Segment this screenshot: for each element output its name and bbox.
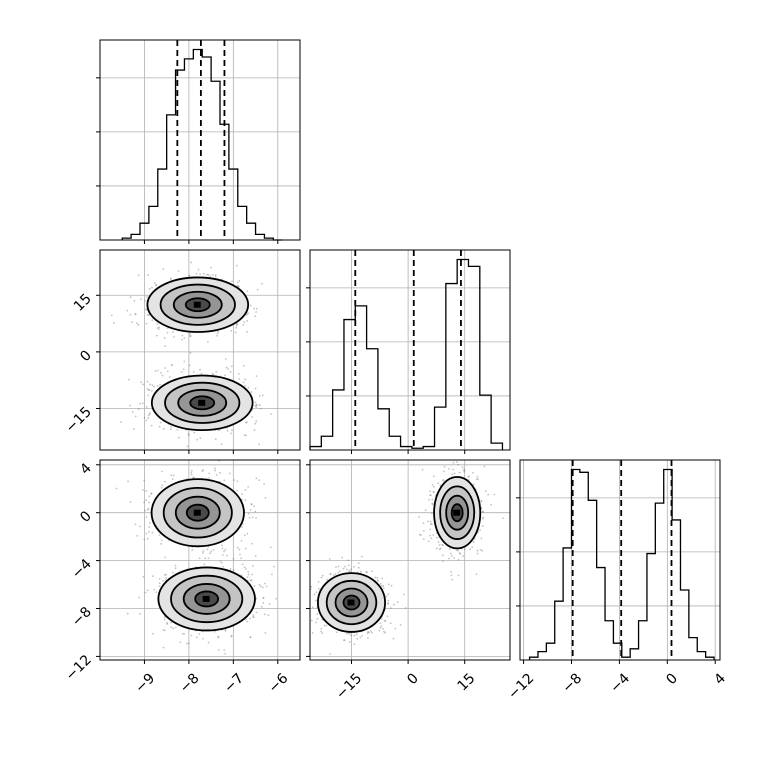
histogram-bin-0-1 [131,234,140,240]
mode-peak-0-1 [198,399,206,406]
y-tick-label-2-0: −12 [63,652,95,684]
mode-peak-2-1 [347,599,355,606]
histogram-bin-2-20 [697,652,705,660]
contour-1-0-2 [174,495,221,530]
contour-0-0-0 [146,276,250,333]
histogram-frame-0 [99,39,301,241]
contour-2-1-2 [334,587,369,618]
histogram-bin-1-1 [321,436,332,450]
histogram-frame-2 [519,459,721,661]
histogram-bin-0-5 [167,115,176,240]
x-tick-label-2-3: 0 [663,670,681,688]
y-tick-label-2-3: 0 [77,508,95,526]
histogram-bin-1-4 [355,306,366,450]
contour-1-1-2 [182,583,231,615]
contour-1-0-3 [185,503,210,522]
histogram-bin-0-15 [256,234,265,240]
histogram-bin-2-3 [555,601,563,660]
contour-1-0-1 [162,486,233,539]
histogram-bin-2-7 [588,500,596,660]
histogram-bin-1-6 [378,409,389,450]
histogram-bin-2-19 [689,638,697,660]
density-panel-0-2 [115,460,278,655]
contour-2-1-3 [342,594,361,611]
density-frame-0-1 [99,249,301,451]
contour-1-1-0 [157,566,256,632]
contour-0-1-3 [189,395,216,411]
histogram-bin-2-2 [546,643,554,660]
density-panel-0-1 [110,261,272,448]
x-tick-label-1-1: 0 [404,670,422,688]
y-tick-label-2-2: −4 [69,556,95,582]
histogram-step-1 [309,258,504,450]
contour-2-1-1 [325,579,378,626]
contour-0-0-1 [159,283,236,326]
contour-2-1-0 [317,572,387,633]
x-tick-label-2-1: −8 [559,670,585,696]
histogram-bin-0-13 [238,206,247,240]
contour-0-0-2 [172,290,223,319]
contour-0-1-2 [177,388,228,417]
density-frame-1-2 [309,459,511,661]
x-tick-label-2-4: 4 [711,670,729,688]
histogram-bin-2-6 [580,472,588,660]
histogram-bin-1-5 [367,349,378,450]
x-tick-label-0-3: −6 [266,670,292,696]
contour-1-1-3 [194,590,220,608]
histogram-bin-1-2 [333,390,344,450]
histogram-bin-2-9 [605,621,613,660]
y-tick-label-1-2: 15 [71,291,95,315]
contour-0-1-1 [164,381,241,424]
histogram-bin-2-4 [563,548,571,660]
mode-peak-0-0 [193,301,201,308]
density-frame-0-2 [99,459,301,661]
histogram-bin-0-9 [202,57,211,240]
x-tick-label-2-0: −12 [505,670,537,702]
contour-0-0-3 [184,297,211,313]
histogram-bin-1-12 [446,284,457,450]
x-tick-label-1-0: −15 [333,670,365,702]
y-tick-label-1-1: 0 [77,347,95,365]
histogram-bin-1-15 [480,395,491,450]
y-tick-label-2-4: 4 [77,460,95,478]
histogram-bin-1-3 [344,320,355,450]
histogram-bin-1-11 [435,407,446,450]
histogram-frame-1 [309,249,511,451]
contour-2-0-3 [450,503,464,523]
contour-2-0-0 [433,476,482,550]
histogram-step-0 [121,48,283,241]
histogram-bin-0-10 [211,81,220,240]
histogram-bin-0-3 [149,206,158,240]
histogram-bin-1-7 [389,436,400,450]
histogram-bin-2-17 [672,520,680,660]
y-tick-label-2-1: −8 [69,604,95,630]
histogram-bin-0-14 [247,223,256,240]
histogram-bin-2-14 [647,554,655,660]
mode-peak-1-0 [193,509,201,516]
histogram-bin-2-1 [538,652,546,660]
mode-peak-2-0 [453,509,461,516]
histogram-bin-1-14 [468,266,479,450]
histogram-bin-1-16 [491,443,502,450]
density-panel-1-2 [310,461,505,655]
x-tick-label-0-2: −7 [221,670,247,696]
histogram-bin-0-4 [158,169,167,240]
x-tick-label-1-2: 15 [455,670,479,694]
contour-2-0-1 [439,485,476,540]
y-tick-label-1-0: −15 [63,404,95,436]
x-tick-label-0-0: −9 [132,670,158,696]
histogram-bin-2-12 [630,649,638,660]
histogram-bin-2-8 [597,568,605,660]
x-tick-label-0-1: −8 [177,670,203,696]
histogram-bin-2-18 [680,590,688,660]
x-tick-label-2-2: −4 [607,670,633,696]
contour-1-0-0 [150,478,245,548]
histogram-bin-2-13 [639,621,647,660]
contour-0-1-0 [150,374,254,432]
mode-peak-1-1 [202,595,210,602]
contour-1-1-1 [170,574,244,624]
contour-2-0-2 [445,494,470,531]
histogram-bin-2-15 [655,503,663,660]
